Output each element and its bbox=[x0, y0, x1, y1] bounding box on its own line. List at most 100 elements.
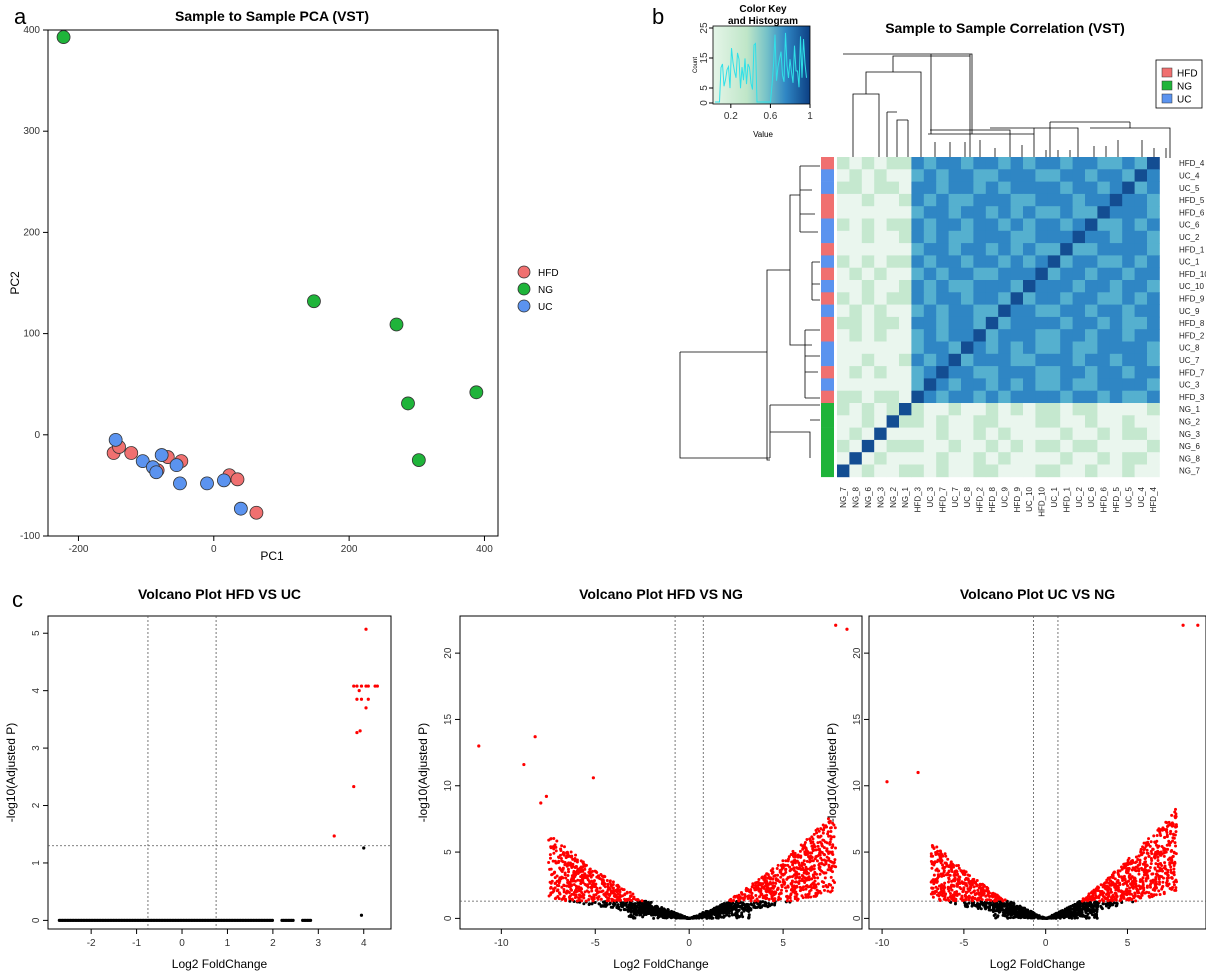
volcano-point-sig bbox=[789, 899, 793, 903]
heatmap-cell bbox=[923, 218, 937, 232]
heatmap-cell bbox=[861, 341, 875, 355]
heatmap-cell bbox=[1147, 193, 1160, 207]
colorkey-title-line2: and Histogram bbox=[728, 16, 798, 27]
volcano-point-sig bbox=[1000, 897, 1004, 901]
volcano-point-sig bbox=[1160, 885, 1164, 889]
heatmap-cell bbox=[1122, 390, 1135, 404]
pca-y-tick-label: -100 bbox=[20, 531, 40, 542]
volcano-point-nonsig bbox=[608, 901, 612, 905]
pca-point-ng bbox=[469, 385, 484, 400]
heatmap-cell bbox=[1060, 157, 1073, 170]
volcano-point-sig bbox=[1170, 813, 1174, 817]
volcano-point-sig bbox=[824, 859, 828, 863]
volcano-point-sig bbox=[1143, 865, 1147, 869]
volcano-point-sig bbox=[1165, 876, 1169, 880]
volcano-point-sig bbox=[579, 859, 583, 863]
heatmap-cell bbox=[1047, 353, 1061, 367]
heatmap-cell bbox=[936, 439, 949, 453]
volcano-point-nonsig bbox=[1071, 903, 1075, 907]
heatmap-cell bbox=[1122, 353, 1135, 367]
heatmap-cell bbox=[1134, 452, 1148, 465]
heatmap-cell bbox=[849, 353, 863, 367]
heatmap-cell bbox=[861, 403, 875, 416]
heatmap-cell bbox=[874, 230, 887, 244]
volcano-point-sig bbox=[581, 880, 585, 884]
heatmap-row-label: UC_9 bbox=[1179, 307, 1200, 316]
pca-legend-label: HFD bbox=[538, 268, 559, 279]
volcano-point-nonsig bbox=[308, 918, 313, 922]
volcano-point-nonsig bbox=[1061, 908, 1065, 912]
heatmap-cell bbox=[1060, 366, 1073, 379]
volcano-point-sig bbox=[811, 840, 815, 844]
volcano-plot-hfd-vs-uc: Volcano Plot HFD VS UC-2 -1 0 1 2 3 4012345Log… bbox=[4, 586, 392, 971]
volcano-point-sig bbox=[830, 860, 834, 864]
heatmap-cell bbox=[973, 230, 987, 244]
volcano-point-sig bbox=[1142, 888, 1146, 892]
volcano-point-sig bbox=[827, 820, 831, 824]
heatmap-cell bbox=[1122, 415, 1135, 428]
volcano-point-sig bbox=[799, 854, 803, 858]
volcano-point-sig bbox=[606, 888, 610, 892]
heatmap-cell bbox=[1085, 304, 1098, 318]
volcano-point-sig bbox=[800, 864, 804, 868]
volcano-point-nonsig bbox=[712, 910, 716, 914]
volcano-point-nonsig bbox=[1058, 916, 1062, 920]
volcano-point-sig bbox=[759, 889, 763, 893]
heatmap-cell bbox=[1097, 403, 1111, 416]
volcano-point-sig bbox=[771, 881, 775, 885]
volcano-point-sig bbox=[982, 884, 986, 888]
volcano-point-nonsig bbox=[1050, 916, 1054, 920]
heatmap-cell bbox=[1122, 304, 1135, 318]
volcano-point-sig bbox=[581, 875, 585, 879]
heatmap-cell bbox=[1147, 329, 1160, 342]
heatmap-cell bbox=[1122, 403, 1135, 416]
volcano-point-sig bbox=[942, 897, 946, 901]
volcano-point-nonsig bbox=[611, 905, 615, 909]
volcano-point-sig bbox=[1165, 881, 1169, 885]
volcano-point-nonsig bbox=[617, 907, 621, 911]
volcano-point-sig bbox=[819, 827, 823, 831]
volcano-point-sig bbox=[805, 884, 809, 888]
heatmap-cell bbox=[874, 341, 887, 355]
volcano-point-sig bbox=[1120, 889, 1124, 893]
volcano-x-tick-label: 5 bbox=[1125, 938, 1131, 949]
colorkey-histogram-line bbox=[715, 32, 807, 103]
volcano-point-sig bbox=[947, 865, 951, 869]
heatmap-cell bbox=[874, 181, 887, 195]
heatmap-cell bbox=[961, 452, 974, 465]
volcano-point-nonsig bbox=[1073, 916, 1077, 920]
heatmap-row-label: HFD_3 bbox=[1179, 393, 1205, 402]
heatmap-cell bbox=[899, 304, 912, 318]
volcano-point-sig bbox=[623, 892, 627, 896]
heatmap-cell bbox=[923, 304, 937, 318]
heatmap-cell bbox=[1023, 403, 1036, 416]
volcano-point-sig bbox=[589, 871, 593, 875]
heatmap-cell bbox=[874, 169, 887, 182]
volcano-point-sig bbox=[765, 893, 769, 897]
volcano-point-sig bbox=[763, 874, 767, 878]
volcano-point-sig bbox=[964, 895, 968, 899]
heatmap-cell bbox=[899, 341, 912, 355]
volcano-point-sig bbox=[963, 878, 967, 882]
volcano-point-sig bbox=[832, 823, 836, 827]
volcano-point-sig bbox=[562, 894, 566, 898]
heatmap-cell bbox=[1122, 243, 1135, 256]
heatmap-cell bbox=[1134, 304, 1148, 318]
volcano-point-sig bbox=[554, 861, 558, 865]
colorkey-y-tick-label: 5 bbox=[699, 85, 710, 91]
heatmap-cell bbox=[985, 255, 999, 269]
volcano-point-sig bbox=[782, 882, 786, 886]
volcano-point-nonsig bbox=[708, 911, 712, 915]
volcano-point-sig bbox=[355, 697, 359, 701]
volcano-point-sig bbox=[995, 899, 999, 903]
volcano-point-nonsig bbox=[768, 904, 772, 908]
heatmap-cell bbox=[985, 292, 999, 305]
volcano-point-sig bbox=[1160, 864, 1164, 868]
volcano-point-sig bbox=[1130, 898, 1134, 902]
heatmap-cell bbox=[874, 157, 887, 170]
heatmap-cell bbox=[849, 378, 863, 392]
volcano-point-nonsig bbox=[1018, 907, 1022, 911]
volcano-point-sig bbox=[1124, 889, 1128, 893]
volcano-point-sig bbox=[975, 879, 979, 883]
